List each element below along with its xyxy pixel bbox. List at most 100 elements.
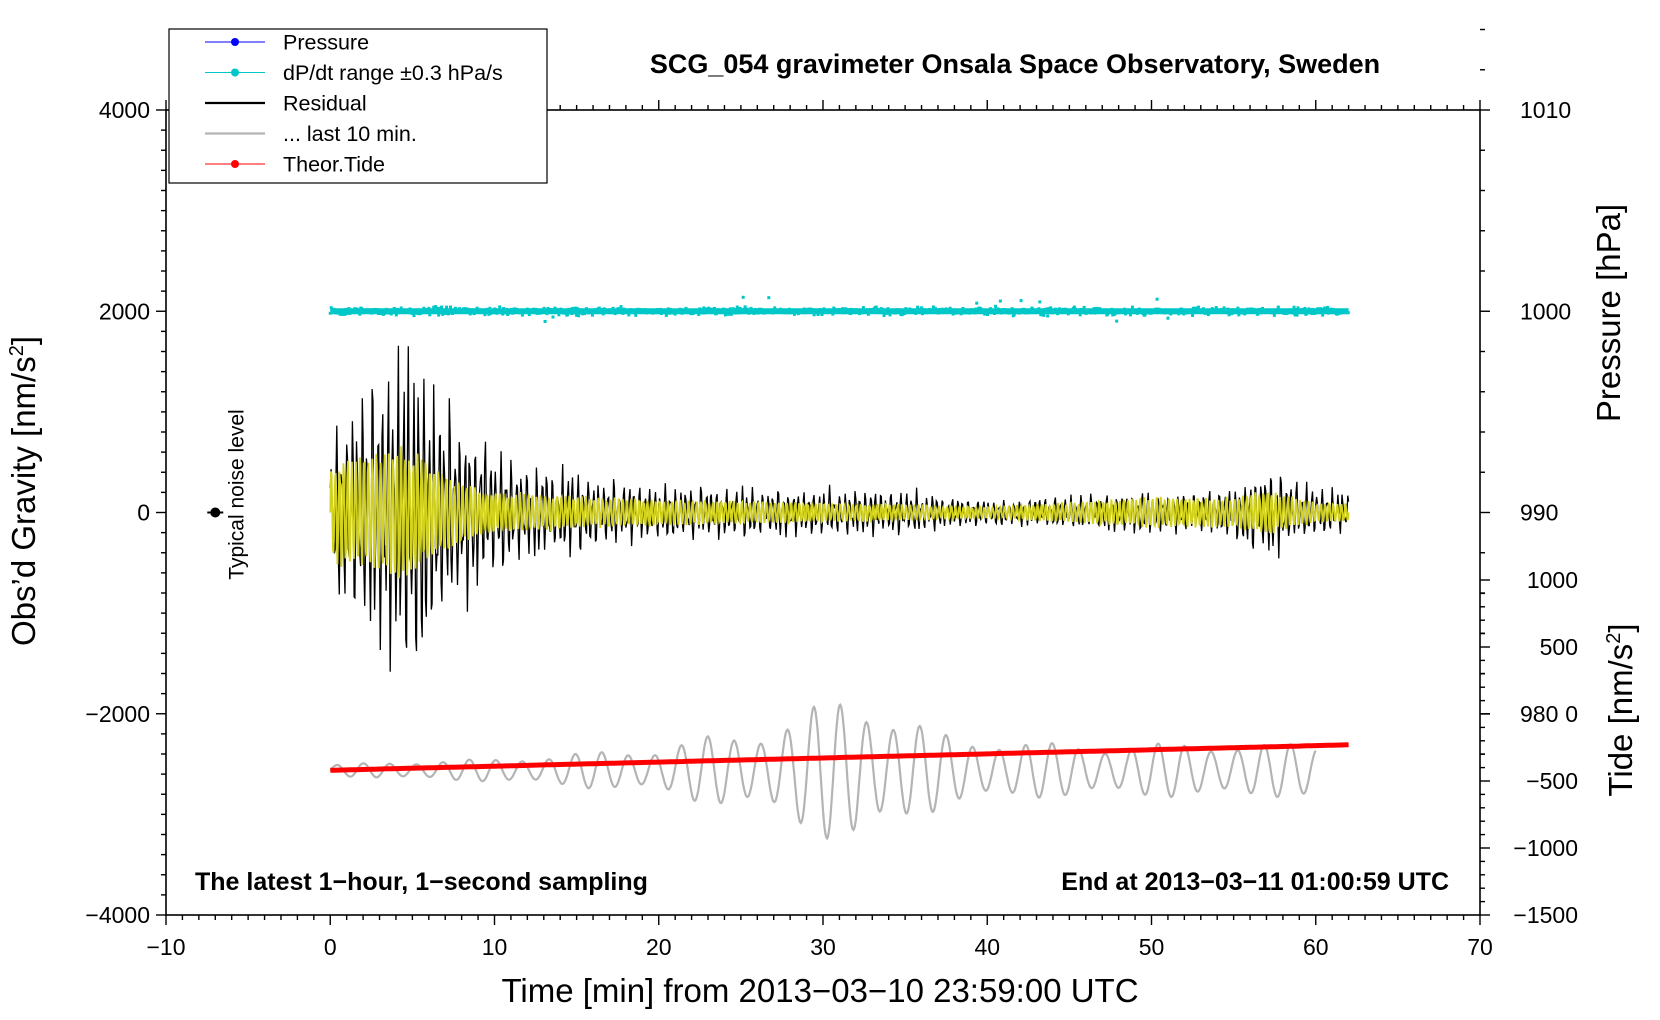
- dpdt-point: [820, 313, 824, 317]
- tide-tick-label: −1000: [1513, 835, 1578, 861]
- dpdt-point: [597, 306, 601, 310]
- dpdt-point: [1039, 313, 1043, 317]
- dpdt-point: [1214, 306, 1218, 310]
- pressure-tick-label: 1000: [1520, 298, 1571, 324]
- noise-indicator: Typical noise level: [207, 409, 248, 580]
- dpdt-point: [1326, 305, 1330, 309]
- dpdt-point: [1295, 313, 1299, 317]
- dpdt-point: [931, 305, 935, 309]
- dpdt-point: [1082, 305, 1086, 309]
- dpdt-point: [1321, 313, 1325, 317]
- noise-label: Typical noise level: [225, 409, 248, 579]
- x-tick-label: 40: [974, 934, 1000, 960]
- dpdt-point: [1292, 305, 1296, 309]
- dpdt-point: [448, 305, 452, 309]
- y-tick-label: −4000: [85, 902, 150, 928]
- dpdt-point: [1130, 305, 1134, 309]
- legend-label: ... last 10 min.: [283, 122, 417, 146]
- series-layer: [328, 295, 1350, 841]
- dpdt-point: [627, 313, 631, 317]
- x-tick-label: 70: [1467, 934, 1493, 960]
- dpdt-point: [329, 306, 333, 310]
- dpdt-point: [735, 305, 739, 309]
- dpdt-point: [566, 313, 570, 317]
- dpdt-point: [866, 312, 870, 316]
- dpdt-point: [920, 306, 924, 310]
- y-tick-label: 4000: [99, 97, 150, 123]
- dpdt-point: [1293, 313, 1297, 317]
- dpdt-point: [792, 312, 796, 316]
- dpdt-point: [1019, 299, 1023, 303]
- dpdt-point: [1272, 313, 1276, 317]
- axes-layer: −10010203040506070400020000−2000−4000103…: [85, 28, 1578, 960]
- dpdt-point: [394, 313, 398, 317]
- dpdt-point: [520, 313, 524, 317]
- dpdt-point: [551, 315, 555, 319]
- dpdt-point: [340, 312, 344, 316]
- theoretical-tide-series: [330, 742, 1349, 773]
- dpdt-point: [437, 313, 441, 317]
- dpdt-point: [1191, 313, 1195, 317]
- legend: Pressure dP/dt range ±0.3 hPa/s Residual..…: [168, 28, 548, 184]
- noise-point: [210, 507, 221, 518]
- dpdt-point: [975, 301, 979, 305]
- x-tick-label: 0: [324, 934, 337, 960]
- dpdt-point: [702, 306, 706, 310]
- legend-box: [168, 28, 548, 184]
- dpdt-point: [428, 313, 432, 317]
- dpdt-point: [1042, 313, 1046, 317]
- annotation-end-time: End at 2013−03−11 01:00:59 UTC: [1061, 868, 1449, 896]
- legend-label: Theor.Tide: [283, 153, 385, 177]
- dpdt-point: [1128, 313, 1132, 317]
- dpdt-point: [861, 306, 865, 310]
- legend-marker: [231, 38, 239, 46]
- dpdt-point: [916, 305, 920, 309]
- dpdt-point: [399, 306, 403, 310]
- legend-marker: [231, 160, 239, 168]
- dpdt-point: [577, 314, 581, 318]
- dpdt-point: [707, 306, 711, 310]
- legend-label: Residual: [283, 92, 367, 116]
- dpdt-point: [1256, 312, 1260, 316]
- x-tick-label: 10: [482, 934, 508, 960]
- y-tick-label: 2000: [99, 298, 150, 324]
- x-tick-label: 30: [810, 934, 836, 960]
- dpdt-series: [328, 295, 1350, 323]
- dpdt-point: [882, 314, 886, 318]
- dpdt-point: [888, 313, 892, 317]
- residual-filtered-series: [329, 446, 1350, 579]
- dpdt-point: [1155, 297, 1159, 301]
- dpdt-point: [812, 313, 816, 317]
- dpdt-point: [575, 313, 579, 317]
- legend-label: dP/dt range ±0.3 hPa/s: [283, 61, 503, 85]
- dpdt-point: [1115, 319, 1119, 323]
- dpdt-point: [440, 305, 444, 309]
- dpdt-point: [1192, 306, 1196, 310]
- tide-axis-label-main: Tide [nm/s: [1602, 644, 1639, 797]
- dpdt-point: [773, 306, 777, 310]
- dpdt-point: [998, 299, 1002, 303]
- dpdt-point: [1296, 306, 1300, 310]
- dpdt-point: [816, 313, 820, 317]
- tide-tick-label: 1000: [1527, 567, 1578, 593]
- dpdt-point: [412, 314, 416, 318]
- dpdt-band: [330, 308, 1349, 315]
- y-axis-label: Obs’d Gravity [nm/s2]: [5, 336, 42, 646]
- dpdt-point: [697, 312, 701, 316]
- dpdt-point: [1012, 313, 1016, 317]
- dpdt-point: [543, 319, 547, 323]
- dpdt-point: [832, 306, 836, 310]
- dpdt-point: [741, 295, 745, 299]
- chart-title: SCG_054 gravimeter Onsala Space Observat…: [650, 49, 1380, 79]
- dpdt-point: [1206, 313, 1210, 317]
- dpdt-point: [1227, 313, 1231, 317]
- y-tick-label: 0: [137, 500, 150, 526]
- dpdt-point: [986, 312, 990, 316]
- pressure-tick-label: 990: [1520, 500, 1558, 526]
- tide-axis-label-close: ]: [1602, 623, 1639, 632]
- pressure-tick-label: 980: [1520, 701, 1558, 727]
- legend-marker: [231, 68, 239, 77]
- dpdt-point: [634, 313, 638, 317]
- dpdt-point: [743, 305, 747, 309]
